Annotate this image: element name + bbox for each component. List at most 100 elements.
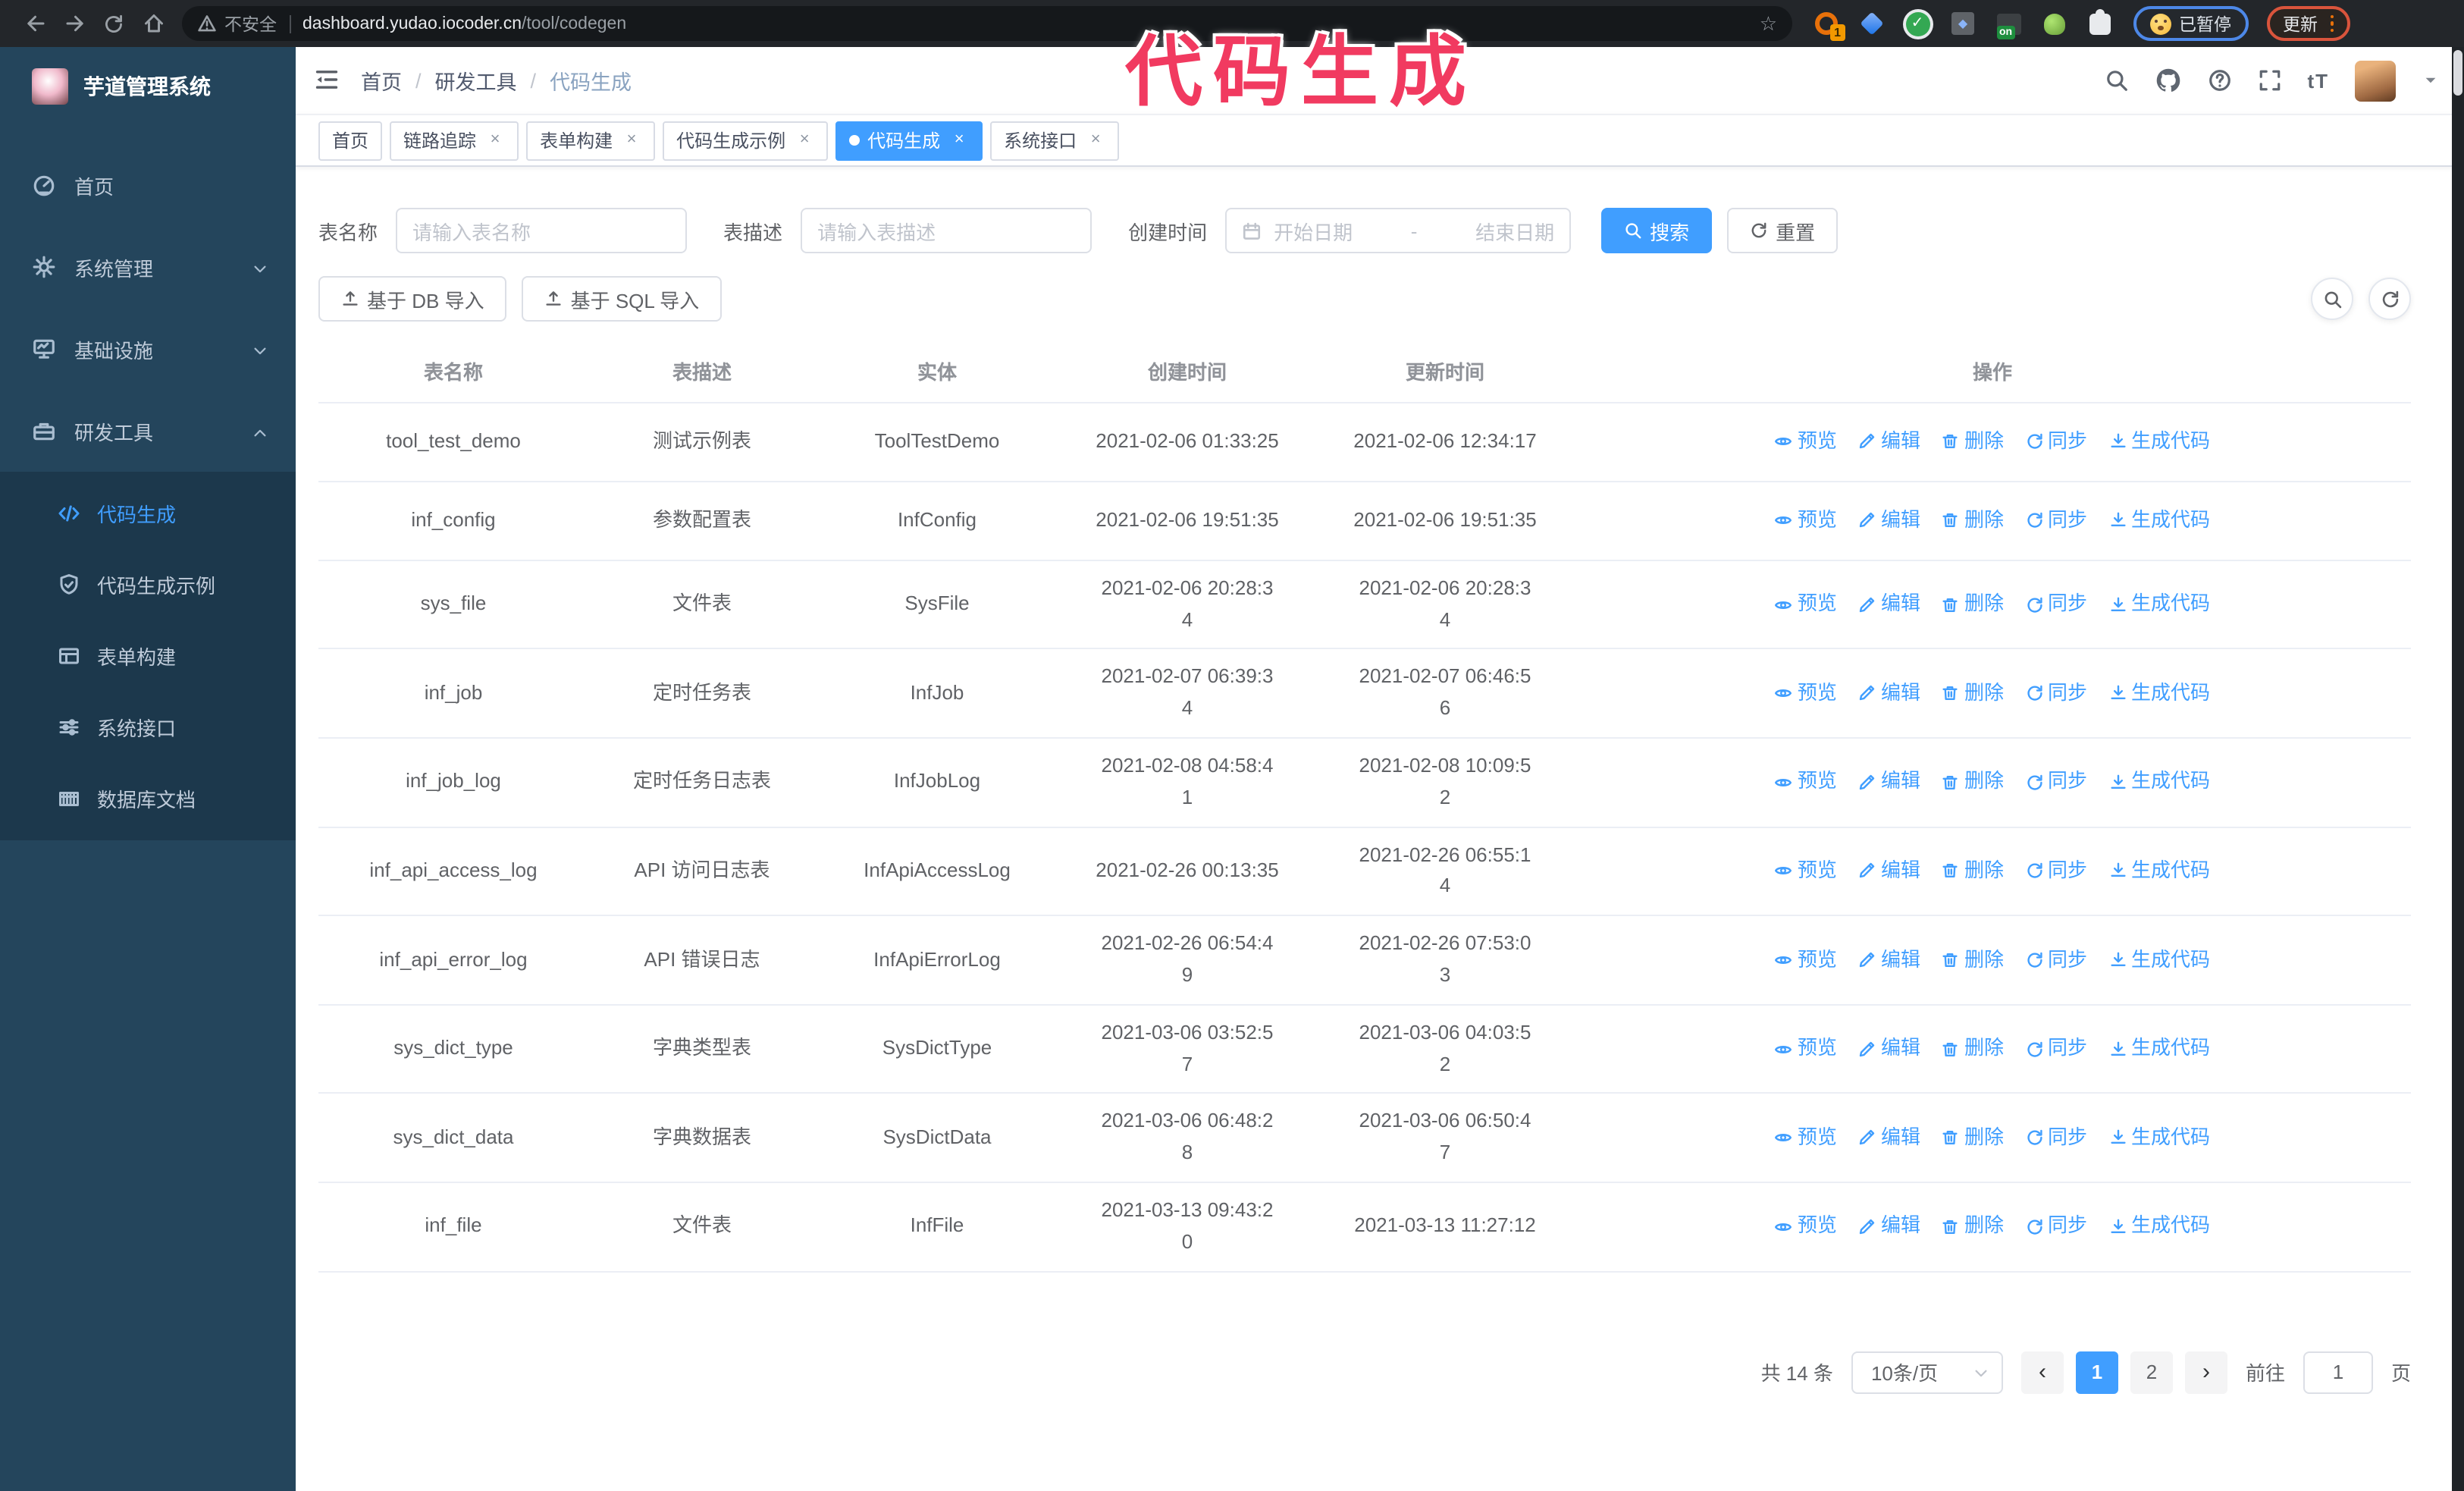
sidebar-item-system-admin[interactable]: 系统管理	[0, 226, 296, 308]
sidebar-subitem-db-doc[interactable]: 数据库文档	[0, 763, 296, 834]
import-db-button[interactable]: 基于 DB 导入	[318, 276, 507, 322]
action-delete-link[interactable]: 删除	[1942, 426, 2004, 458]
sidebar-subitem-codegen-example[interactable]: 代码生成示例	[0, 549, 296, 620]
tab-codegen[interactable]: 代码生成 ×	[835, 121, 983, 160]
action-edit-link[interactable]: 编辑	[1858, 944, 1920, 976]
action-generate-link[interactable]: 生成代码	[2108, 855, 2210, 887]
action-edit-link[interactable]: 编辑	[1858, 426, 1920, 458]
extension-switch-icon[interactable]: on	[1995, 11, 2021, 39]
action-sync-link[interactable]: 同步	[2025, 855, 2087, 887]
close-icon[interactable]: ×	[954, 130, 964, 149]
action-edit-link[interactable]: 编辑	[1858, 1122, 1920, 1154]
action-sync-link[interactable]: 同步	[2025, 944, 2087, 976]
action-generate-link[interactable]: 生成代码	[2108, 426, 2210, 458]
desc-filter-input[interactable]: 请输入表描述	[801, 208, 1092, 253]
back-icon[interactable]	[15, 5, 55, 42]
tab-form-builder[interactable]: 表单构建 ×	[526, 121, 656, 160]
action-edit-link[interactable]: 编辑	[1858, 678, 1920, 710]
action-sync-link[interactable]: 同步	[2025, 1211, 2087, 1243]
action-edit-link[interactable]: 编辑	[1858, 1033, 1920, 1065]
tab-trace[interactable]: 链路追踪 ×	[390, 121, 519, 160]
breadcrumb-item-1[interactable]: 研发工具	[434, 71, 517, 94]
scrollbar-thumb[interactable]	[2453, 50, 2462, 96]
action-generate-link[interactable]: 生成代码	[2108, 767, 2210, 799]
update-button[interactable]: 更新	[2266, 6, 2350, 41]
name-filter-input[interactable]: 请输入表名称	[396, 208, 688, 253]
search-button[interactable]: 搜索	[1601, 208, 1713, 253]
action-delete-link[interactable]: 删除	[1942, 589, 2004, 620]
import-sql-button[interactable]: 基于 SQL 导入	[522, 276, 723, 322]
sidebar-item-infrastructure[interactable]: 基础设施	[0, 308, 296, 390]
forward-icon[interactable]	[55, 5, 94, 42]
page-size-select[interactable]: 10条/页	[1851, 1351, 2003, 1394]
browser-menu-icon[interactable]	[2330, 14, 2334, 33]
action-delete-link[interactable]: 删除	[1942, 678, 2004, 710]
date-range-input[interactable]: 开始日期 - 结束日期	[1225, 208, 1572, 253]
logo-row[interactable]: 芋道管理系统	[0, 47, 296, 123]
tab-home[interactable]: 首页	[318, 121, 383, 160]
action-delete-link[interactable]: 删除	[1942, 855, 2004, 887]
action-preview-link[interactable]: 预览	[1775, 426, 1837, 458]
action-preview-link[interactable]: 预览	[1775, 1033, 1837, 1065]
action-preview-link[interactable]: 预览	[1775, 678, 1837, 710]
paused-chip[interactable]: 已暂停	[2133, 6, 2248, 41]
action-preview-link[interactable]: 预览	[1775, 589, 1837, 620]
action-delete-link[interactable]: 删除	[1942, 1033, 2004, 1065]
extension-check-icon[interactable]: ✓	[1904, 11, 1930, 36]
sidebar-subitem-system-api[interactable]: 系统接口	[0, 692, 296, 763]
action-preview-link[interactable]: 预览	[1775, 1122, 1837, 1154]
extension-orange-icon[interactable]: 1	[1814, 11, 1845, 41]
home-icon[interactable]	[133, 5, 173, 42]
action-sync-link[interactable]: 同步	[2025, 1033, 2087, 1065]
sidebar-item-home[interactable]: 首页	[0, 144, 296, 226]
action-preview-link[interactable]: 预览	[1775, 505, 1837, 537]
action-edit-link[interactable]: 编辑	[1858, 505, 1920, 537]
action-sync-link[interactable]: 同步	[2025, 426, 2087, 458]
action-generate-link[interactable]: 生成代码	[2108, 1211, 2210, 1243]
sidebar-item-dev-tools[interactable]: 研发工具	[0, 390, 296, 472]
close-icon[interactable]: ×	[626, 130, 637, 149]
page-button-2[interactable]: 2	[2130, 1351, 2173, 1394]
action-edit-link[interactable]: 编辑	[1858, 855, 1920, 887]
prev-page-button[interactable]: ‹	[2020, 1351, 2064, 1394]
toggle-search-button[interactable]	[2311, 278, 2353, 320]
close-icon[interactable]: ×	[1090, 130, 1101, 149]
next-page-button[interactable]: ›	[2184, 1351, 2227, 1394]
sidebar-subitem-codegen[interactable]: 代码生成	[0, 478, 296, 549]
avatar[interactable]	[2355, 60, 2396, 101]
action-delete-link[interactable]: 删除	[1942, 1122, 2004, 1154]
refresh-table-button[interactable]	[2368, 278, 2411, 320]
close-icon[interactable]: ×	[799, 130, 810, 149]
action-generate-link[interactable]: 生成代码	[2108, 505, 2210, 537]
search-icon[interactable]	[2104, 68, 2128, 93]
action-generate-link[interactable]: 生成代码	[2108, 944, 2210, 976]
extension-puzzle-icon[interactable]	[2086, 8, 2112, 36]
action-delete-link[interactable]: 删除	[1942, 944, 2004, 976]
action-generate-link[interactable]: 生成代码	[2108, 1122, 2210, 1154]
action-delete-link[interactable]: 删除	[1942, 505, 2004, 537]
action-generate-link[interactable]: 生成代码	[2108, 589, 2210, 620]
goto-page-input[interactable]	[2303, 1351, 2373, 1394]
action-delete-link[interactable]: 删除	[1942, 767, 2004, 799]
help-icon[interactable]	[2207, 68, 2231, 93]
action-sync-link[interactable]: 同步	[2025, 767, 2087, 799]
action-preview-link[interactable]: 预览	[1775, 1211, 1837, 1243]
font-size-icon[interactable]: tT	[2307, 69, 2329, 92]
action-generate-link[interactable]: 生成代码	[2108, 1033, 2210, 1065]
sidebar-subitem-form-builder[interactable]: 表单构建	[0, 620, 296, 692]
github-icon[interactable]	[2154, 67, 2181, 94]
action-delete-link[interactable]: 删除	[1942, 1211, 2004, 1243]
action-sync-link[interactable]: 同步	[2025, 589, 2087, 620]
action-generate-link[interactable]: 生成代码	[2108, 678, 2210, 710]
action-edit-link[interactable]: 编辑	[1858, 589, 1920, 620]
page-button-1[interactable]: 1	[2075, 1351, 2118, 1394]
action-edit-link[interactable]: 编辑	[1858, 767, 1920, 799]
address-bar[interactable]: 不安全 dashboard.yudao.iocoder.cn/tool/code…	[182, 6, 1792, 41]
action-preview-link[interactable]: 预览	[1775, 944, 1837, 976]
action-edit-link[interactable]: 编辑	[1858, 1211, 1920, 1243]
reload-icon[interactable]	[94, 5, 133, 42]
action-sync-link[interactable]: 同步	[2025, 505, 2087, 537]
tab-codegen-example[interactable]: 代码生成示例 ×	[663, 121, 829, 160]
extension-gem-icon[interactable]	[1859, 11, 1885, 36]
close-icon[interactable]: ×	[490, 130, 500, 149]
